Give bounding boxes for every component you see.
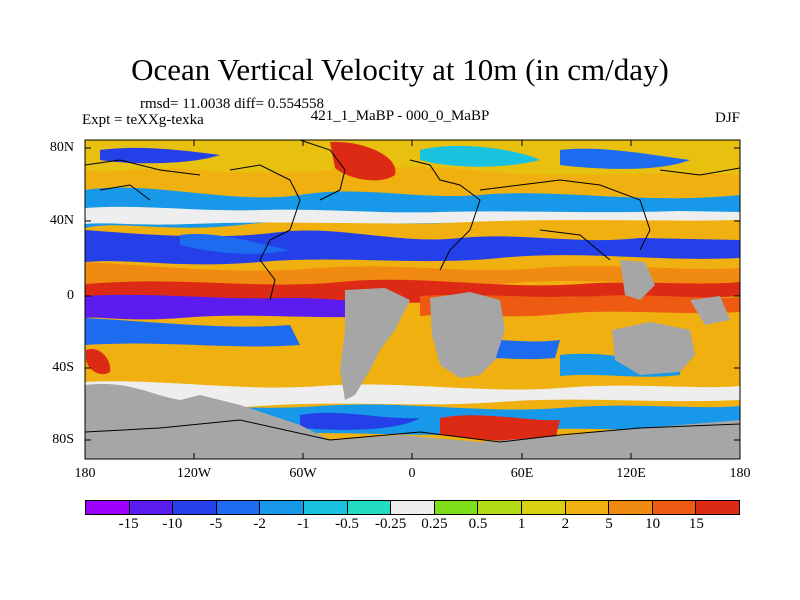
field-patch (85, 345, 210, 382)
colorbar-swatch (478, 501, 522, 514)
x-tick-label: 120W (176, 466, 212, 481)
y-tick-label: 80S (52, 432, 74, 447)
velocity-field (85, 140, 740, 459)
x-tick-label: 60E (510, 466, 534, 481)
colorbar-swatch (521, 501, 566, 514)
land-south-america (340, 288, 410, 400)
field-patch (300, 412, 420, 430)
season-label: DJF (714, 110, 740, 126)
land-maritime (690, 296, 730, 325)
field-patch (85, 206, 740, 225)
field-patch (100, 147, 220, 164)
x-tick-label: 180 (729, 466, 751, 481)
colorbar-swatch (652, 501, 697, 514)
field-patch (86, 349, 111, 375)
colorbar-swatch (434, 501, 479, 514)
y-tick-label: 40N (49, 213, 74, 228)
experiments-label: 421_1_MaBP - 000_0_MaBP (310, 108, 490, 124)
field-patch (85, 381, 740, 408)
colorbar-swatch (696, 501, 739, 514)
colorbar-swatch (391, 501, 435, 514)
map-title: Ocean Vertical Velocity at 10m (in cm/da… (131, 52, 669, 87)
colorbar-label: 5 (605, 516, 613, 532)
colorbar-swatch (565, 501, 610, 514)
colorbar-label: -10 (162, 516, 183, 532)
land-antarctica (85, 383, 740, 459)
y-tick-label: 40S (52, 360, 74, 375)
field-patch (85, 262, 740, 291)
field-patch (560, 148, 690, 169)
colorbar (85, 500, 740, 515)
x-tick-label: 180 (74, 466, 96, 481)
colorbar-swatch (216, 501, 261, 514)
colorbar-label: -5 (209, 516, 223, 532)
x-tick-label: 0 (408, 466, 416, 481)
colorbar-swatch (609, 501, 653, 514)
land-australia (612, 322, 695, 375)
colorbar-label: 0.5 (468, 516, 488, 532)
colorbar-label: -1 (297, 516, 310, 532)
field-patch (180, 233, 290, 254)
colorbar-swatch (260, 501, 304, 514)
colorbar-swatch (347, 501, 392, 514)
field-patch (85, 294, 380, 320)
tick-marks (85, 140, 740, 459)
y-tick-label: 80N (49, 140, 74, 155)
colorbar-label: -0.25 (375, 516, 407, 532)
field-patch (85, 318, 300, 347)
colorbar-label: 15 (688, 516, 704, 532)
y-tick-label: 0 (67, 288, 74, 303)
land-southeast-asia (620, 260, 655, 300)
land-mask (85, 260, 740, 459)
expt-label: Expt = teXXg-texka (82, 112, 204, 128)
colorbar-swatch (173, 501, 217, 514)
colorbar-label: 10 (645, 516, 661, 532)
colorbar-label: 2 (561, 516, 570, 532)
rmsd-diff-stats: rmsd= 11.0038 diff= 0.554558 (140, 96, 324, 112)
field-patch (440, 415, 560, 442)
colorbar-label: -2 (253, 516, 266, 532)
colorbar-label: -15 (118, 516, 139, 532)
colorbar-swatch (86, 501, 130, 514)
colorbar-label: 1 (517, 516, 526, 532)
colorbar-label: 0.25 (421, 516, 448, 532)
field-patch (330, 141, 396, 181)
colorbar-swatch (303, 501, 348, 514)
x-tick-label: 60W (289, 466, 317, 481)
field-patch (420, 145, 540, 167)
field-patch (85, 230, 740, 265)
land-africa (430, 292, 505, 378)
colorbar-label: -0.5 (335, 516, 359, 532)
colorbar-swatch (129, 501, 174, 514)
coastlines (85, 140, 740, 443)
x-tick-label: 120E (616, 466, 646, 481)
